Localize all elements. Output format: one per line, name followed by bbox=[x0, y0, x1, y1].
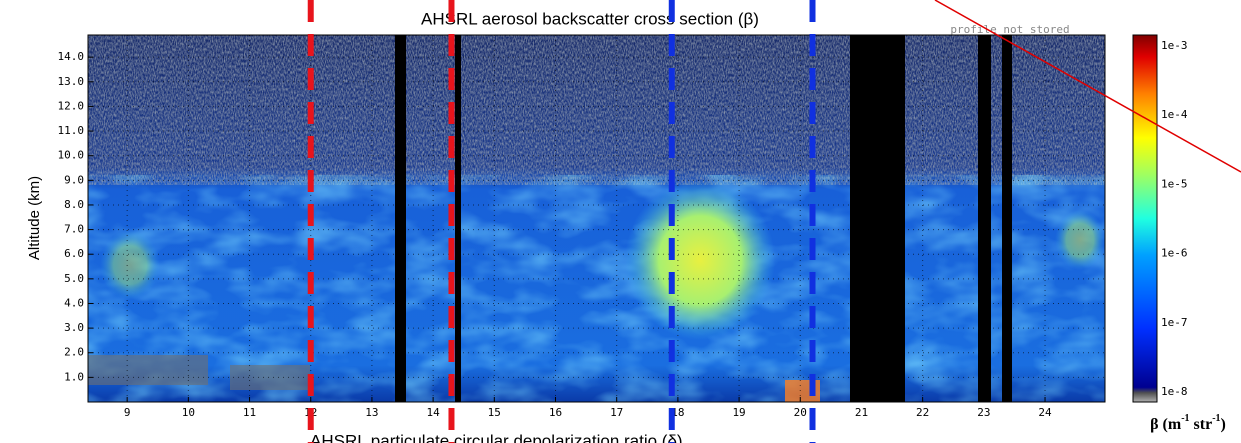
y-tick-label: 6.0 bbox=[64, 247, 84, 260]
label-part: β (m bbox=[1150, 416, 1182, 433]
aerosol-plume bbox=[100, 230, 160, 300]
y-tick-label: 7.0 bbox=[64, 223, 84, 236]
black-bar bbox=[395, 35, 406, 402]
y-tick-label: 5.0 bbox=[64, 272, 84, 285]
y-tick-label: 12.0 bbox=[58, 99, 85, 112]
colorbar bbox=[1132, 34, 1158, 403]
y-tick-label: 13.0 bbox=[58, 75, 85, 88]
y-tick-label: 8.0 bbox=[64, 198, 84, 211]
swirl bbox=[88, 175, 1105, 402]
colorbar-label: β (m-1 str-1) bbox=[1150, 413, 1226, 432]
x-tick-label: 22 bbox=[916, 406, 929, 419]
x-tick-label: 15 bbox=[488, 406, 501, 419]
plot-frame bbox=[87, 34, 1106, 403]
y-tick-label: 11.0 bbox=[58, 124, 85, 137]
colorbar-tick-label: 1e-7 bbox=[1161, 316, 1188, 329]
no-data bbox=[88, 355, 208, 385]
x-tick-label: 16 bbox=[549, 406, 562, 419]
diagonal-line bbox=[934, 0, 1241, 173]
black-bar bbox=[850, 35, 905, 402]
chart-title: AHSRL aerosol backscatter cross section … bbox=[421, 9, 759, 28]
colorbar-tick-label: 1e-3 bbox=[1161, 39, 1188, 52]
x-tick-label: 17 bbox=[610, 406, 623, 419]
black-bar bbox=[978, 35, 991, 402]
label-part: ) bbox=[1221, 416, 1226, 433]
x-tick-label: 11 bbox=[243, 406, 256, 419]
aerosol-plume bbox=[1055, 210, 1105, 270]
x-tick-label: 24 bbox=[1038, 406, 1052, 419]
colorbar-tick-label: 1e-4 bbox=[1161, 108, 1188, 121]
y-tick-label: 14.0 bbox=[58, 50, 85, 63]
colorbar-tick-label: 1e-6 bbox=[1161, 247, 1188, 260]
x-tick-label: 20 bbox=[794, 406, 807, 419]
y-tick-label: 9.0 bbox=[64, 173, 84, 186]
label-part: -1 bbox=[1181, 413, 1189, 424]
x-tick-label: 19 bbox=[732, 406, 745, 419]
x-tick-label: 13 bbox=[365, 406, 378, 419]
subtitle: AHSRL particulate circular depolarizatio… bbox=[310, 431, 683, 443]
black-bar bbox=[455, 35, 461, 402]
x-tick-label: 9 bbox=[124, 406, 131, 419]
annotation: profile not stored bbox=[950, 23, 1069, 36]
y-tick-label: 10.0 bbox=[58, 149, 85, 162]
aerosol-plume bbox=[625, 180, 775, 340]
y-tick-label: 4.0 bbox=[64, 296, 84, 309]
y-tick-label: 1.0 bbox=[64, 370, 84, 383]
black-bar bbox=[1002, 35, 1012, 402]
x-tick-label: 23 bbox=[977, 406, 990, 419]
y-tick-label: 3.0 bbox=[64, 321, 84, 334]
noise bbox=[88, 35, 1105, 185]
colorbar-tick-label: 1e-5 bbox=[1161, 177, 1188, 190]
x-tick-label: 10 bbox=[182, 406, 195, 419]
x-tick-label: 21 bbox=[855, 406, 868, 419]
label-part: str bbox=[1190, 416, 1213, 433]
label-part: -1 bbox=[1212, 413, 1220, 424]
x-tick-label: 14 bbox=[426, 406, 440, 419]
y-tick-label: 2.0 bbox=[64, 346, 84, 359]
image bbox=[88, 35, 1105, 402]
y-axis-label: Altitude (km) bbox=[26, 176, 43, 260]
colorbar-tick-label: 1e-8 bbox=[1161, 385, 1188, 398]
